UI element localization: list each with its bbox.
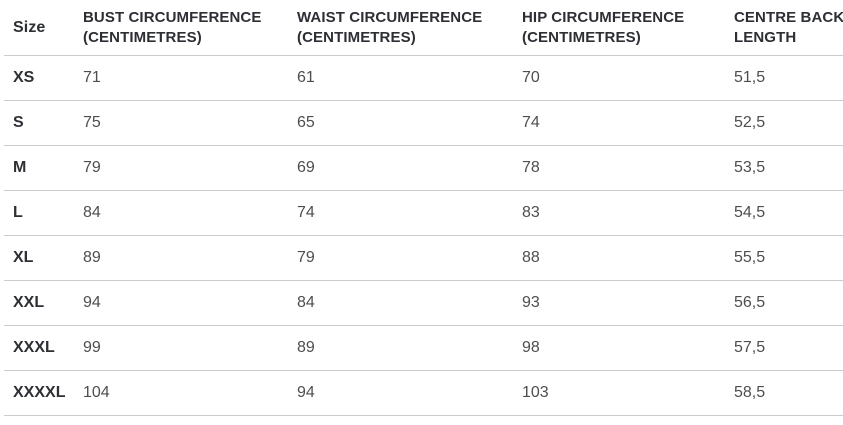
size-cell: XS xyxy=(4,55,83,101)
bust-cell: 71 xyxy=(83,55,297,101)
hip-cell: 78 xyxy=(522,145,734,191)
size-cell: XXXL xyxy=(4,325,83,371)
waist-cell: 89 xyxy=(297,325,522,371)
hip-cell: 93 xyxy=(522,280,734,326)
column-header-hip-circumference: HIP CIRCUMFERENCE (CENTIMETRES) xyxy=(522,0,734,56)
column-header-centre-back-length: CENTRE BACK LENGTH xyxy=(734,0,843,56)
size-cell: XXL xyxy=(4,280,83,326)
table-row: XXL 94 84 93 56,5 xyxy=(4,280,843,326)
table-row: XS 71 61 70 51,5 xyxy=(4,55,843,101)
bust-cell: 79 xyxy=(83,145,297,191)
hip-cell: 83 xyxy=(522,190,734,236)
waist-cell: 79 xyxy=(297,235,522,281)
back-length-cell: 51,5 xyxy=(734,55,843,101)
bust-cell: 75 xyxy=(83,100,297,146)
waist-cell: 94 xyxy=(297,370,522,416)
table-row: XXXXL 104 94 103 58,5 xyxy=(4,370,843,416)
size-cell: S xyxy=(4,100,83,146)
size-cell: XXXXL xyxy=(4,370,83,416)
size-cell: L xyxy=(4,190,83,236)
column-header-waist-circumference: WAIST CIRCUMFERENCE (CENTIMETRES) xyxy=(297,0,522,56)
table-row: S 75 65 74 52,5 xyxy=(4,100,843,146)
waist-cell: 61 xyxy=(297,55,522,101)
back-length-cell: 58,5 xyxy=(734,370,843,416)
waist-cell: 84 xyxy=(297,280,522,326)
table-row: XL 89 79 88 55,5 xyxy=(4,235,843,281)
hip-cell: 88 xyxy=(522,235,734,281)
hip-cell: 98 xyxy=(522,325,734,371)
hip-cell: 103 xyxy=(522,370,734,416)
bust-cell: 89 xyxy=(83,235,297,281)
back-length-cell: 54,5 xyxy=(734,190,843,236)
table-row: L 84 74 83 54,5 xyxy=(4,190,843,236)
back-length-cell: 53,5 xyxy=(734,145,843,191)
table-row: M 79 69 78 53,5 xyxy=(4,145,843,191)
waist-cell: 74 xyxy=(297,190,522,236)
back-length-cell: 56,5 xyxy=(734,280,843,326)
size-chart-table: Size BUST CIRCUMFERENCE (CENTIMETRES) WA… xyxy=(4,0,843,416)
waist-cell: 65 xyxy=(297,100,522,146)
hip-cell: 70 xyxy=(522,55,734,101)
bust-cell: 94 xyxy=(83,280,297,326)
back-length-cell: 55,5 xyxy=(734,235,843,281)
header-row: Size BUST CIRCUMFERENCE (CENTIMETRES) WA… xyxy=(4,0,843,56)
bust-cell: 99 xyxy=(83,325,297,371)
column-header-size: Size xyxy=(4,0,83,56)
size-cell: XL xyxy=(4,235,83,281)
bust-cell: 104 xyxy=(83,370,297,416)
table-row: XXXL 99 89 98 57,5 xyxy=(4,325,843,371)
back-length-cell: 52,5 xyxy=(734,100,843,146)
hip-cell: 74 xyxy=(522,100,734,146)
back-length-cell: 57,5 xyxy=(734,325,843,371)
bust-cell: 84 xyxy=(83,190,297,236)
size-cell: M xyxy=(4,145,83,191)
waist-cell: 69 xyxy=(297,145,522,191)
column-header-bust-circumference: BUST CIRCUMFERENCE (CENTIMETRES) xyxy=(83,0,297,56)
